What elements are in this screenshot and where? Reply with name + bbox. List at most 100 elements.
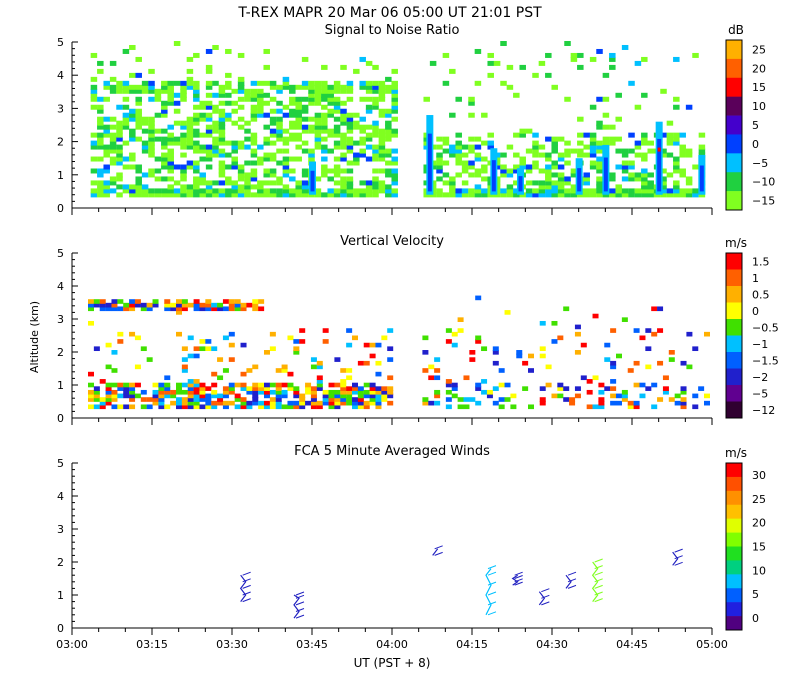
vv-cell	[322, 389, 329, 395]
snr-cell	[532, 164, 539, 170]
snr-cell	[641, 156, 648, 162]
snr-cell	[263, 172, 270, 178]
colorbar-swatch	[726, 368, 742, 386]
colorbar-swatch	[726, 476, 742, 492]
snr-cell	[321, 120, 328, 126]
colorbar-swatch	[726, 602, 742, 617]
colorbar-swatch	[726, 518, 742, 533]
snr-cell	[513, 180, 520, 186]
snr-cell	[487, 192, 494, 198]
snr-cell	[295, 156, 302, 162]
colorbar-label: 5	[752, 588, 759, 601]
vv-cell	[357, 400, 364, 406]
snr-cell	[468, 160, 475, 166]
vv-cell	[158, 400, 165, 406]
snr-cell	[295, 136, 302, 142]
snr-cell	[391, 188, 398, 194]
vv-cell	[610, 393, 617, 399]
vv-cell	[574, 331, 581, 337]
snr-cell	[231, 108, 238, 114]
snr-cell	[570, 56, 578, 62]
snr-cell	[359, 188, 366, 194]
snr-cell	[148, 120, 155, 126]
snr-cell	[282, 164, 290, 170]
snr-cell	[122, 164, 130, 170]
vv-cell	[387, 346, 394, 352]
snr-cell	[250, 96, 258, 102]
colorbar-swatch	[726, 302, 742, 320]
snr-cell	[673, 96, 680, 102]
snr-cell	[589, 140, 597, 146]
vv-cell	[698, 386, 705, 391]
vv-cell	[322, 328, 329, 333]
vv-cell	[428, 375, 435, 381]
snr-cell	[538, 188, 546, 194]
vv-cell	[187, 379, 194, 384]
vv-cell	[369, 342, 376, 348]
snr-cell	[167, 192, 174, 198]
snr-cell	[634, 104, 642, 110]
snr-cell	[628, 160, 635, 166]
snr-cell	[263, 136, 270, 142]
vv-cell	[129, 397, 136, 402]
snr-cell	[263, 156, 270, 162]
snr-cell	[237, 76, 245, 82]
snr-cell	[346, 120, 354, 126]
snr-cell	[301, 116, 309, 122]
snr-cell	[385, 148, 392, 154]
snr-cell	[161, 128, 168, 134]
snr-cell	[116, 132, 123, 138]
snr-cell	[154, 168, 162, 174]
vv-cell	[322, 339, 329, 344]
snr-cell	[212, 128, 219, 134]
snr-cell	[116, 192, 123, 198]
snr-cell	[666, 120, 674, 126]
colorbar-label: −1.5	[752, 354, 779, 367]
snr-cell	[212, 192, 219, 198]
vv-cell	[498, 382, 505, 388]
snr-cell	[237, 116, 245, 122]
snr-cell	[237, 52, 245, 58]
snr-cell	[141, 80, 149, 86]
vv-cell	[123, 389, 130, 395]
vv-cell	[228, 306, 235, 312]
vv-cell	[293, 393, 300, 399]
vv-cell	[457, 404, 464, 410]
vv-cell	[381, 397, 388, 402]
snr-cell	[103, 128, 110, 134]
vv-cell	[504, 310, 511, 315]
snr-cell	[295, 84, 302, 90]
snr-cell	[557, 136, 565, 142]
snr-cell	[692, 52, 699, 58]
snr-cell	[225, 84, 232, 90]
snr-cell	[289, 96, 296, 102]
snr-cell	[193, 92, 200, 98]
snr-cell	[487, 60, 494, 66]
snr-cell	[500, 192, 507, 198]
snr-cell	[90, 156, 98, 162]
snr-cell	[308, 96, 315, 102]
snr-cell	[596, 140, 603, 146]
snr-cell	[564, 41, 571, 46]
wind-barb	[295, 608, 305, 612]
vv-cell	[316, 375, 323, 381]
snr-cell	[340, 132, 347, 138]
vv-cell	[346, 393, 353, 399]
vv-cell	[639, 393, 646, 399]
vv-cell	[375, 389, 382, 395]
vv-cell	[275, 382, 282, 388]
vv-cell	[134, 382, 141, 388]
snr-cell	[532, 192, 539, 198]
snr-cell	[161, 176, 168, 182]
snr-cell	[122, 84, 130, 90]
snr-cell	[333, 192, 341, 198]
snr-cell	[231, 164, 238, 170]
snr-cell	[634, 152, 642, 158]
vv-cell	[252, 389, 259, 395]
snr-cell	[193, 144, 200, 150]
vv-cell	[99, 299, 106, 304]
snr-cell	[436, 192, 443, 198]
snr-cell	[212, 80, 219, 86]
snr-cell	[321, 96, 328, 102]
snr-cell	[436, 164, 443, 170]
